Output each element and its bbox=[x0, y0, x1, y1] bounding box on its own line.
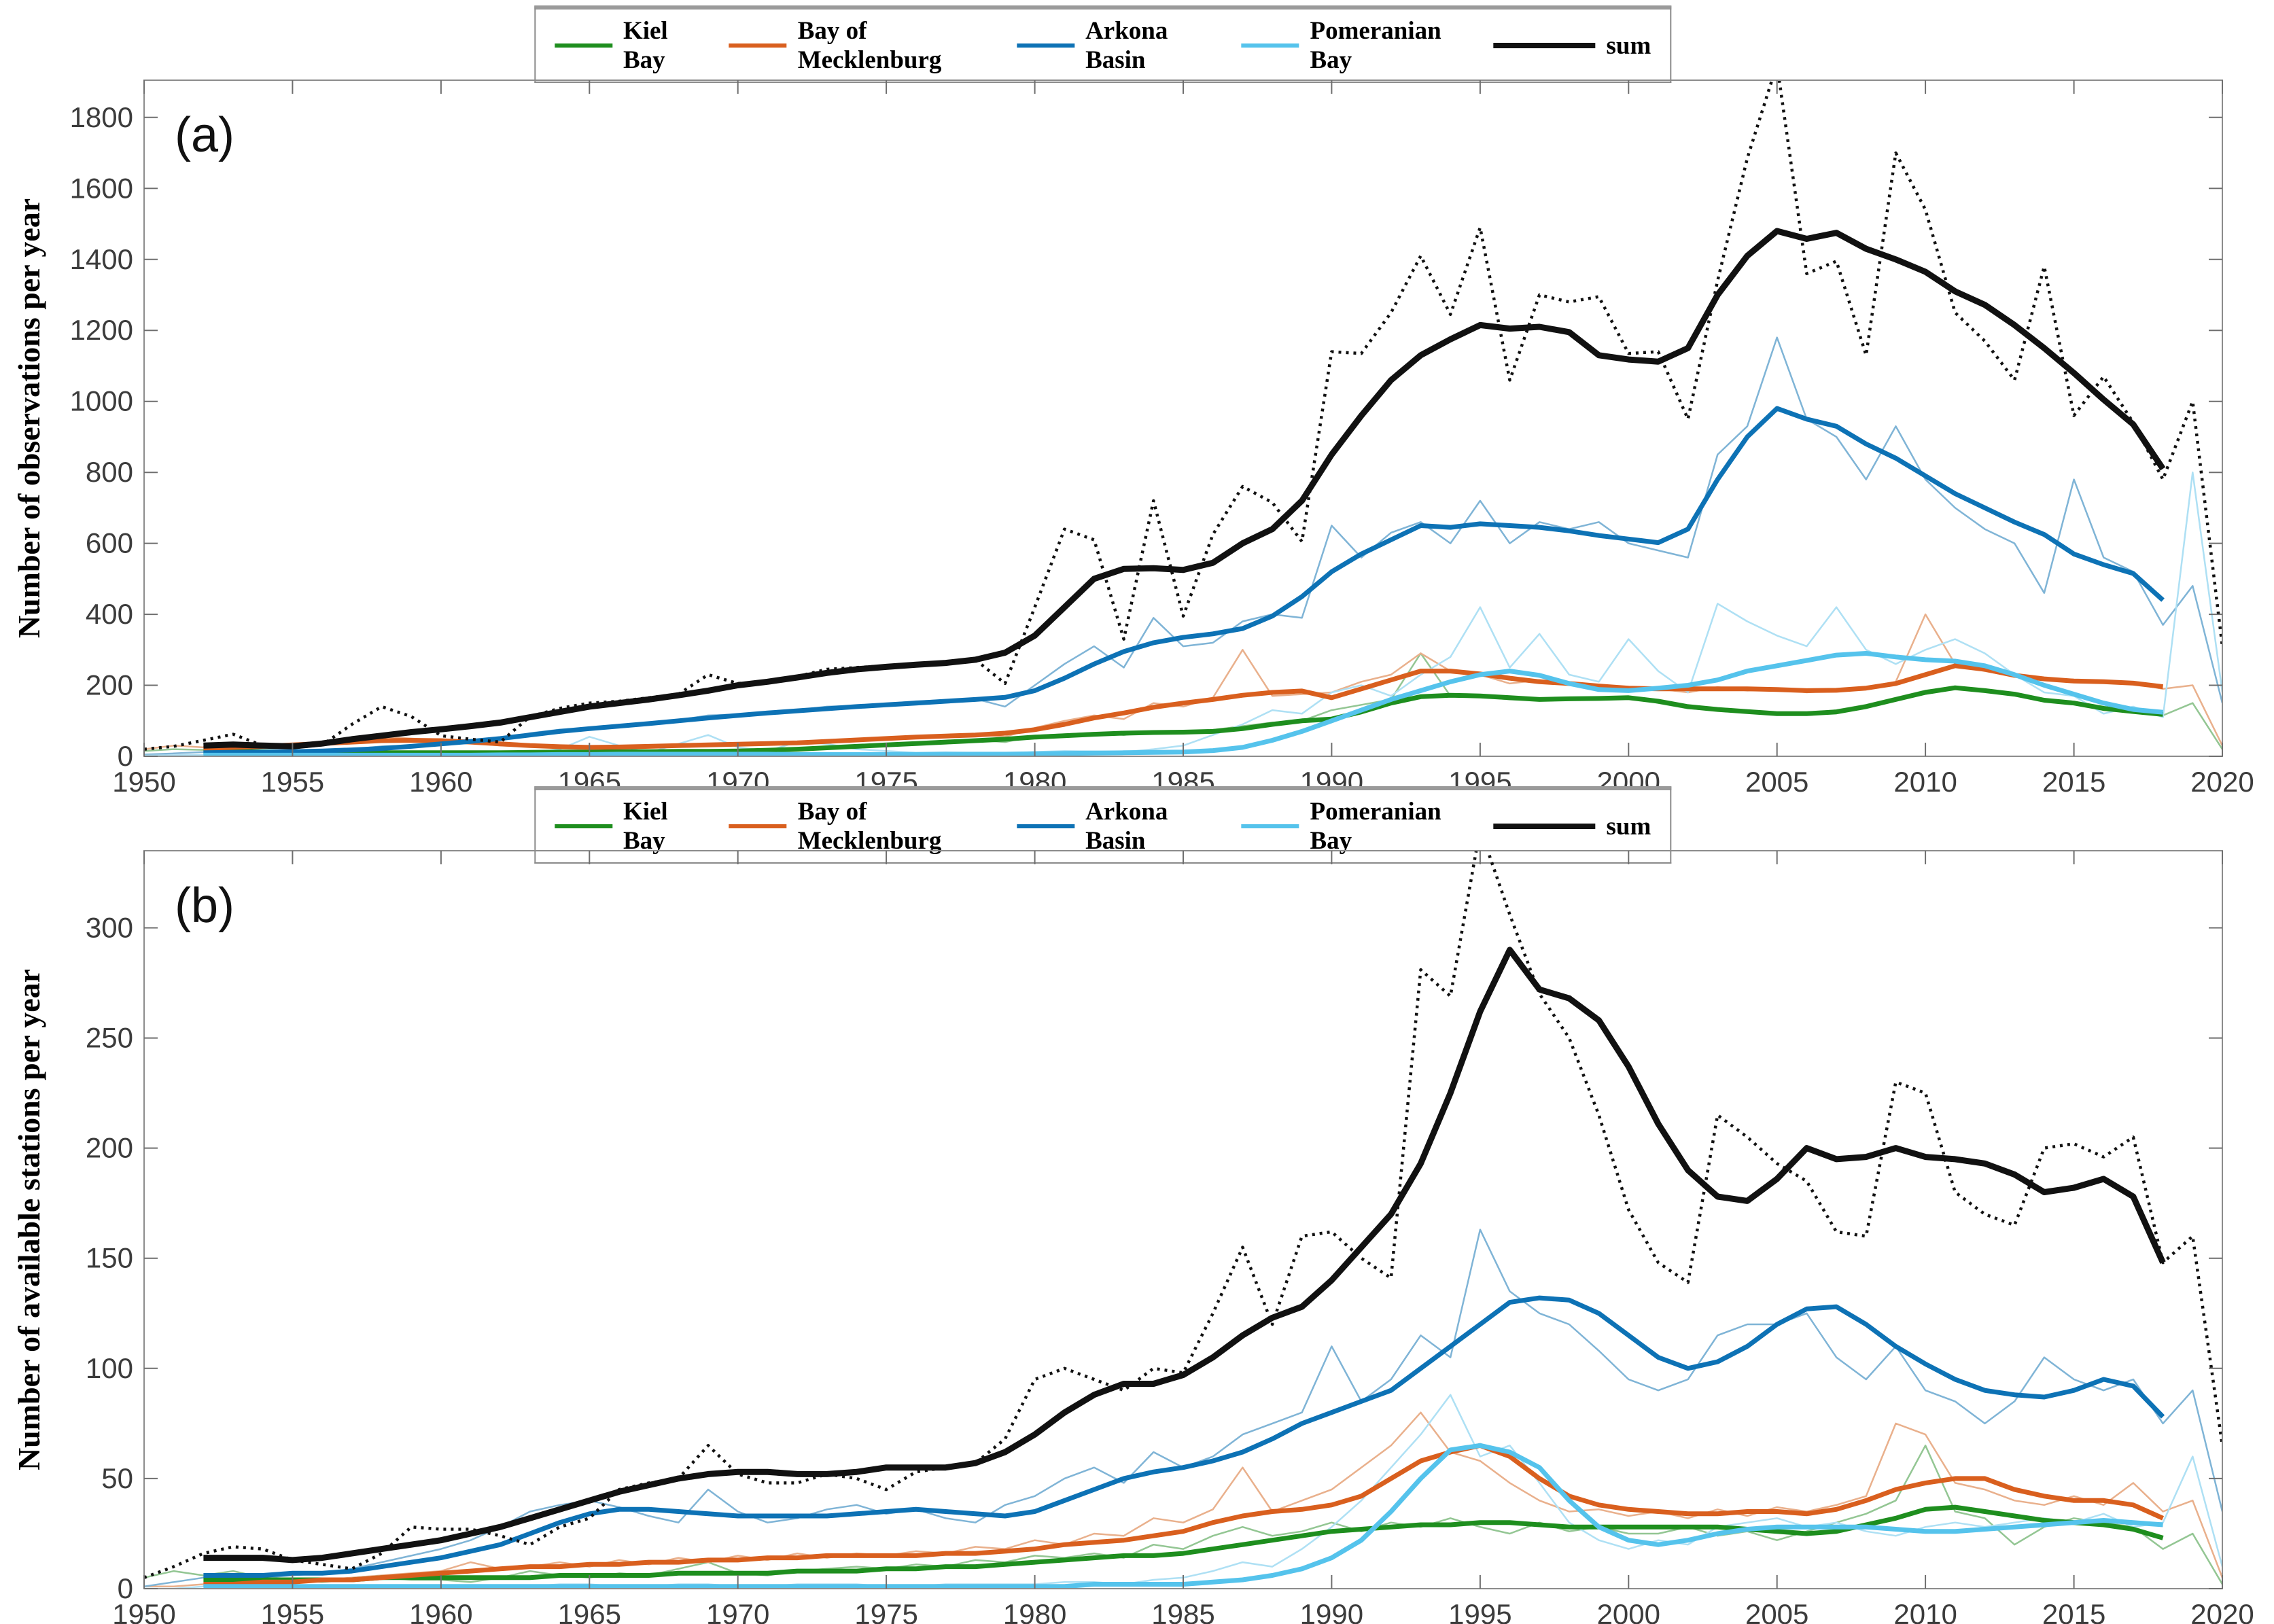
plot-area-b bbox=[144, 851, 2222, 1589]
chart-panel-b: 1950 1955 1960 1965 1970 1975 1980 1985 1990 1995… bbox=[12, 850, 2254, 1624]
legend-item-sum: sum bbox=[1493, 31, 1651, 60]
chart-panel-a: 1950 1955 1960 1965 1970 1975 1980 1985 1990 1995… bbox=[12, 80, 2254, 794]
x-tick-label-a: 1960 bbox=[409, 766, 472, 794]
legend-item-sum: sum bbox=[1493, 812, 1651, 841]
series-b-sum bbox=[203, 947, 2166, 1564]
legend-line-sample bbox=[1493, 43, 1596, 48]
x-tick-label-b: 1990 bbox=[1300, 1598, 1363, 1624]
legend-label: Pomeranian Bay bbox=[1310, 798, 1441, 855]
y-tick-label-a: 400 bbox=[86, 598, 133, 630]
legend-label: Arkona Basin bbox=[1085, 17, 1168, 74]
panel-tag-a: (a) bbox=[175, 108, 234, 162]
y-tick-label-a: 1200 bbox=[70, 314, 133, 346]
y-tick-label-a: 0 bbox=[118, 740, 133, 772]
y-tick-label-b: 100 bbox=[86, 1352, 133, 1384]
legend-label: Bay of Mecklenburg bbox=[797, 17, 942, 74]
legend-line-sample bbox=[1493, 824, 1596, 829]
legend-item-bay-of-mecklenburg: Bay of Mecklenburg bbox=[729, 16, 994, 75]
x-tick-label-b: 2015 bbox=[2042, 1598, 2105, 1624]
legend-line-sample bbox=[729, 824, 787, 828]
x-tick-label-a: 2015 bbox=[2042, 766, 2105, 794]
x-tick-label-a: 1950 bbox=[112, 766, 175, 794]
x-tick-label-a: 1955 bbox=[261, 766, 324, 794]
series-b-sum-yearly- bbox=[144, 851, 2222, 1579]
x-tick-label-a: 2020 bbox=[2190, 766, 2254, 794]
legend-label: sum bbox=[1606, 31, 1651, 60]
series-b-kiel-bay bbox=[203, 1504, 2164, 1583]
legend-item-pomeranian-bay: Pomeranian Bay bbox=[1241, 16, 1471, 75]
series-b-bay-of-mecklenburg bbox=[203, 1443, 2165, 1587]
legend-line-sample bbox=[1241, 824, 1299, 828]
x-tick-label-b: 1995 bbox=[1448, 1598, 1511, 1624]
x-tick-label-b: 1970 bbox=[706, 1598, 769, 1624]
series-a-pomeranian-bay-yearly- bbox=[144, 471, 2222, 756]
axes-b: 1950 1955 1960 1965 1970 1975 1980 1985 1990 1995… bbox=[86, 851, 2254, 1624]
plot-area-a bbox=[144, 80, 2222, 756]
y-tick-label-a: 1800 bbox=[70, 101, 133, 133]
x-tick-label-b: 1955 bbox=[261, 1598, 324, 1624]
series-a-kiel-bay bbox=[203, 685, 2163, 756]
y-tick-label-a: 1000 bbox=[70, 385, 133, 417]
y-tick-label-b: 50 bbox=[101, 1462, 133, 1494]
x-tick-label-b: 1960 bbox=[409, 1598, 472, 1624]
legend-line-sample bbox=[1241, 43, 1299, 48]
series-b-arkona-basin bbox=[203, 1295, 2165, 1578]
y-axis-title-a: Number of observations per year bbox=[12, 198, 46, 638]
legend-line-sample bbox=[729, 43, 787, 48]
legend-line-sample bbox=[1017, 43, 1075, 48]
series-a-arkona-basin bbox=[203, 406, 2165, 756]
series-b-pomeranian-bay-yearly- bbox=[144, 1394, 2222, 1589]
x-tick-label-b: 1965 bbox=[558, 1598, 621, 1624]
x-tick-label-b: 2010 bbox=[1893, 1598, 1957, 1624]
series-a-arkona-basin-yearly- bbox=[144, 336, 2222, 756]
axes-a: 1950 1955 1960 1965 1970 1975 1980 1985 1990 1995… bbox=[70, 80, 2254, 794]
legend-label: Kiel Bay bbox=[623, 17, 668, 74]
legend-line-sample bbox=[555, 43, 612, 48]
legend-item-kiel-bay: Kiel Bay bbox=[555, 16, 705, 75]
y-tick-label-a: 1600 bbox=[70, 172, 133, 204]
y-tick-label-a: 1400 bbox=[70, 243, 133, 275]
x-tick-label-b: 1975 bbox=[854, 1598, 917, 1624]
legend-item-pomeranian-bay: Pomeranian Bay bbox=[1241, 797, 1471, 855]
x-tick-label-b: 1980 bbox=[1003, 1598, 1066, 1624]
panel-tag-b: (b) bbox=[175, 879, 234, 933]
series-a-sum-yearly- bbox=[144, 80, 2222, 751]
y-tick-label-b: 250 bbox=[86, 1022, 133, 1054]
y-axis-title-b: Number of available stations per year bbox=[12, 969, 46, 1470]
series-b-bay-of-mecklenburg-yearly- bbox=[144, 1411, 2222, 1588]
legend-panel-a: Kiel Bay Bay of Mecklenburg Arkona Basin Po… bbox=[534, 5, 1672, 83]
x-tick-label-b: 1985 bbox=[1151, 1598, 1214, 1624]
x-tick-label-b: 1950 bbox=[112, 1598, 175, 1624]
x-tick-label-a: 2010 bbox=[1893, 766, 1957, 794]
series-a-sum bbox=[203, 228, 2166, 749]
y-tick-label-b: 0 bbox=[118, 1572, 133, 1604]
x-tick-label-a: 2005 bbox=[1745, 766, 1808, 794]
y-tick-label-b: 300 bbox=[86, 912, 133, 944]
legend-line-sample bbox=[555, 824, 612, 828]
y-tick-label-b: 200 bbox=[86, 1132, 133, 1164]
legend-label: Pomeranian Bay bbox=[1310, 17, 1441, 74]
x-tick-label-b: 2005 bbox=[1745, 1598, 1808, 1624]
series-a-bay-of-mecklenburg bbox=[203, 663, 2164, 751]
x-tick-label-b: 2000 bbox=[1597, 1598, 1660, 1624]
y-tick-label-a: 600 bbox=[86, 527, 133, 559]
y-tick-label-b: 150 bbox=[86, 1242, 133, 1274]
legend-label: sum bbox=[1606, 812, 1651, 841]
y-tick-label-a: 200 bbox=[86, 669, 133, 701]
x-tick-label-b: 2020 bbox=[2190, 1598, 2254, 1624]
y-tick-label-a: 800 bbox=[86, 456, 133, 488]
axis-box-b bbox=[143, 850, 2223, 1589]
legend-item-arkona-basin: Arkona Basin bbox=[1017, 16, 1218, 75]
legend-line-sample bbox=[1017, 824, 1075, 828]
